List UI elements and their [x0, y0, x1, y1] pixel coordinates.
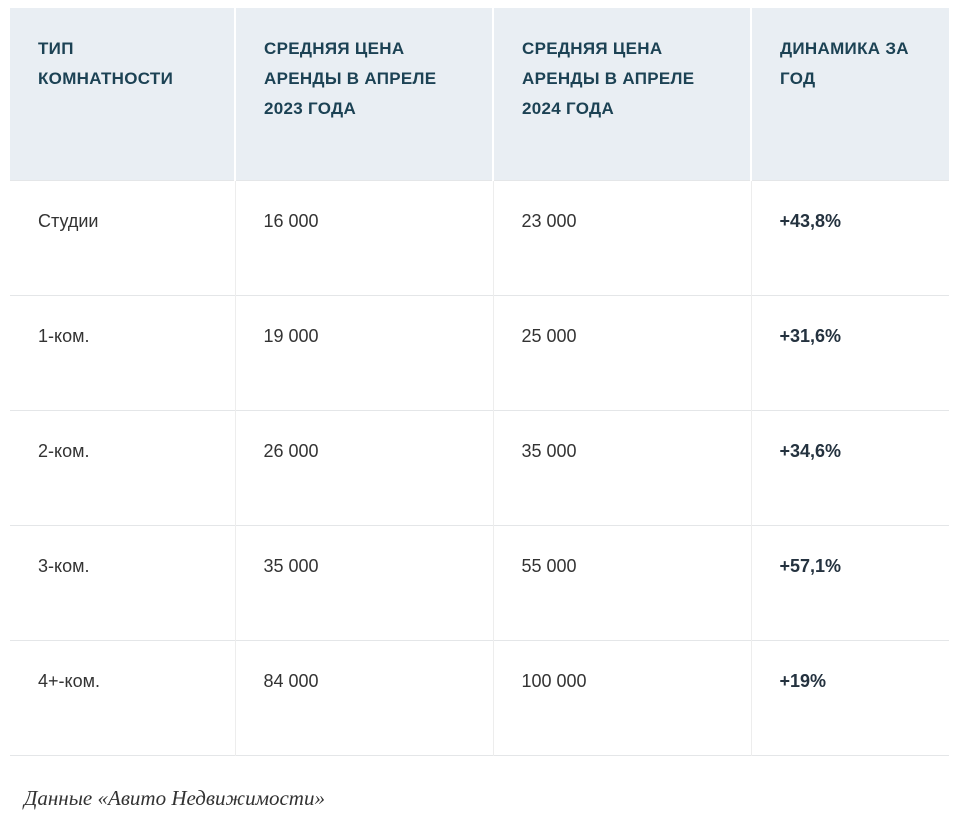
cell-dynamics: +31,6% [750, 294, 949, 410]
cell-room-type: 4+-ком. [10, 639, 235, 755]
table-body: Студии 16 000 23 000 +43,8% 1-ком. 19 00… [10, 179, 949, 755]
cell-price-2023: 19 000 [234, 294, 493, 410]
cell-room-type: 3-ком. [10, 524, 235, 640]
table-row: 2-ком. 26 000 35 000 +34,6% [10, 409, 949, 525]
rent-price-table: ТИП КОМНАТНОСТИ СРЕДНЯЯ ЦЕНА АРЕНДЫ В АП… [10, 8, 949, 756]
column-header-room-type: ТИП КОМНАТНОСТИ [10, 8, 235, 180]
cell-price-2023: 26 000 [234, 409, 493, 525]
cell-dynamics: +19% [750, 639, 949, 755]
cell-price-2024: 35 000 [492, 409, 751, 525]
cell-price-2023: 16 000 [234, 179, 493, 295]
cell-dynamics: +43,8% [750, 179, 949, 295]
table-row: Студии 16 000 23 000 +43,8% [10, 179, 949, 295]
cell-dynamics: +57,1% [750, 524, 949, 640]
cell-room-type: 2-ком. [10, 409, 235, 525]
cell-price-2024: 55 000 [492, 524, 751, 640]
column-header-price-2023: СРЕДНЯЯ ЦЕНА АРЕНДЫ В АПРЕЛЕ 2023 ГОДА [234, 8, 493, 180]
table-row: 1-ком. 19 000 25 000 +31,6% [10, 294, 949, 410]
header-row: ТИП КОМНАТНОСТИ СРЕДНЯЯ ЦЕНА АРЕНДЫ В АП… [10, 8, 949, 180]
table-row: 3-ком. 35 000 55 000 +57,1% [10, 524, 949, 640]
table-header: ТИП КОМНАТНОСТИ СРЕДНЯЯ ЦЕНА АРЕНДЫ В АП… [10, 8, 949, 180]
cell-price-2023: 84 000 [234, 639, 493, 755]
cell-price-2023: 35 000 [234, 524, 493, 640]
cell-price-2024: 100 000 [492, 639, 751, 755]
cell-price-2024: 23 000 [492, 179, 751, 295]
cell-dynamics: +34,6% [750, 409, 949, 525]
source-caption: Данные «Авито Недвижимости» [24, 785, 325, 810]
cell-price-2024: 25 000 [492, 294, 751, 410]
cell-room-type: Студии [10, 179, 235, 295]
cell-room-type: 1-ком. [10, 294, 235, 410]
table-row: 4+-ком. 84 000 100 000 +19% [10, 639, 949, 755]
column-header-dynamics: ДИНАМИКА ЗА ГОД [750, 8, 949, 180]
column-header-price-2024: СРЕДНЯЯ ЦЕНА АРЕНДЫ В АПРЕЛЕ 2024 ГОДА [492, 8, 751, 180]
